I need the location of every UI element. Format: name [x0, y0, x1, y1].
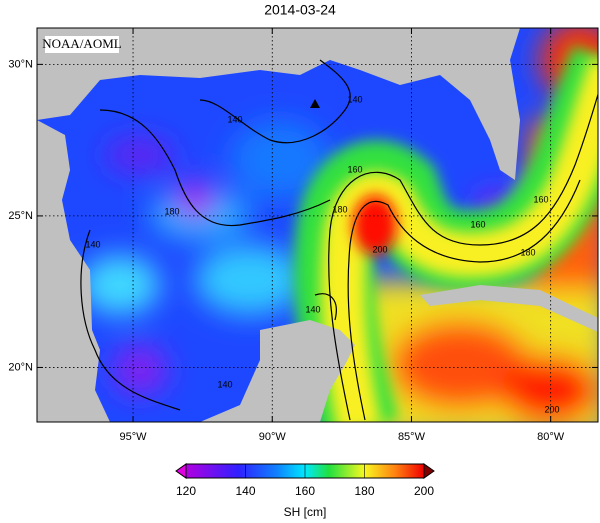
- contour-label: 160: [470, 219, 485, 229]
- land: [37, 120, 110, 422]
- land: [420, 285, 598, 332]
- contour-label: 180: [332, 204, 347, 214]
- land: [110, 320, 355, 422]
- contours: [80, 59, 598, 421]
- colorbar-arrow: [423, 463, 435, 479]
- lat-label: 30°N: [8, 58, 33, 70]
- land: [37, 28, 520, 180]
- colorbar-tick-label: 180: [354, 484, 374, 498]
- credit-box: [45, 36, 119, 53]
- lon-label: 85°W: [398, 431, 426, 443]
- marker: [310, 99, 320, 108]
- colorbar-tick-label: 200: [414, 484, 434, 498]
- contour-label: 140: [85, 239, 100, 249]
- contour-label: 200: [544, 404, 559, 414]
- map-field: 140 140 180 140 140 140 160 180 200 180 160 160 200: [37, 28, 598, 422]
- contour-label: 140: [347, 94, 362, 104]
- colorbar-tick-label: 120: [176, 484, 196, 498]
- credit: NOAA/AOML: [42, 36, 122, 51]
- contour-label: 200: [372, 244, 387, 254]
- contour-label: 140: [305, 304, 320, 314]
- contour-label: 140: [227, 114, 242, 124]
- contour-label: 180: [520, 247, 535, 257]
- frame: [36, 27, 599, 423]
- lat-label: 20°N: [8, 361, 33, 373]
- lat-label: 25°N: [8, 210, 33, 222]
- colorbar: [175, 463, 435, 479]
- colorbar-label: SH [cm]: [284, 505, 327, 519]
- lon-label: 90°W: [259, 431, 287, 443]
- title: 2014-03-24: [264, 2, 336, 18]
- colorbar-tick-label: 160: [295, 484, 315, 498]
- colorbar-arrow: [175, 463, 187, 479]
- contour-label: 140: [217, 379, 232, 389]
- colorbar-tick-label: 140: [235, 484, 255, 498]
- grid: [37, 28, 598, 422]
- lon-label: 95°W: [120, 431, 148, 443]
- lon-label: 80°W: [537, 431, 565, 443]
- contour-label: 160: [533, 194, 548, 204]
- contour-label: 180: [164, 206, 179, 216]
- contour-label: 160: [347, 164, 362, 174]
